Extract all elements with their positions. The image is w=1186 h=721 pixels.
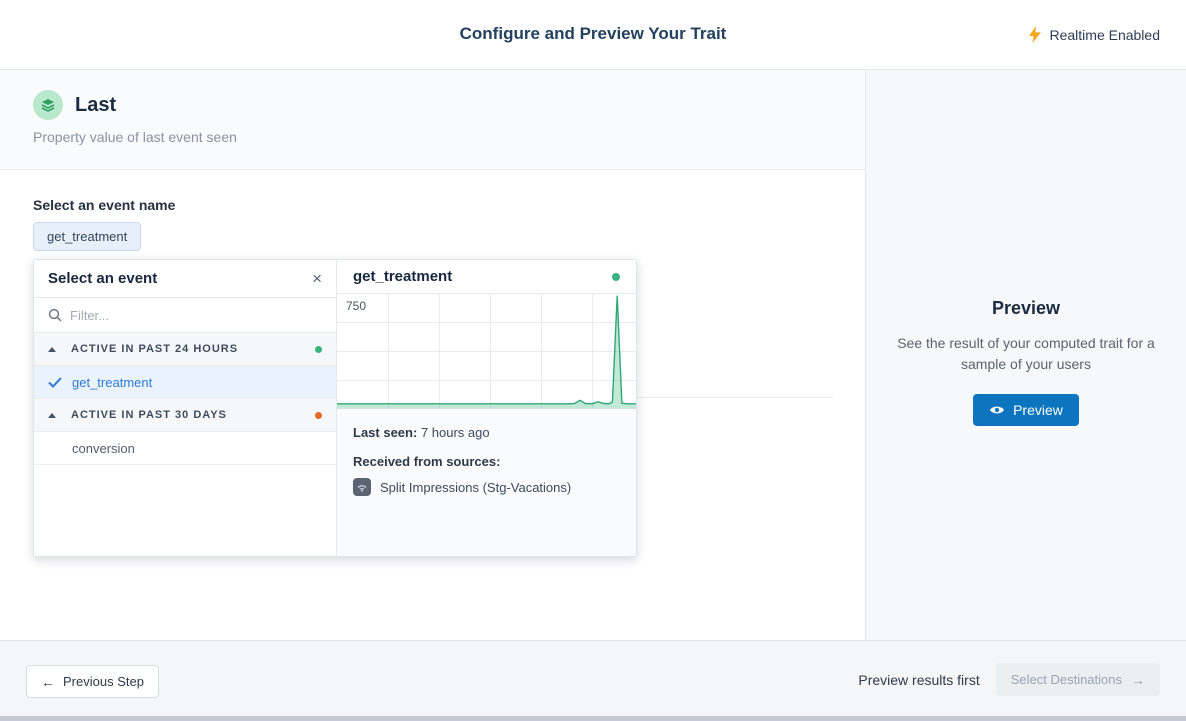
chart-area-fill [337, 295, 636, 409]
page-title: Configure and Preview Your Trait [459, 24, 727, 43]
eye-icon [990, 406, 1005, 414]
footer-bar: ← Previous Step Preview results first Se… [0, 640, 1186, 716]
filter-row[interactable] [34, 298, 336, 333]
previous-step-label: Previous Step [63, 674, 144, 689]
app-header: Configure and Preview Your Trait Realtim… [0, 0, 1186, 70]
realtime-label: Realtime Enabled [1049, 26, 1160, 43]
previous-step-button[interactable]: ← Previous Step [26, 665, 159, 698]
preview-description: See the result of your computed trait fo… [897, 335, 1155, 372]
event-detail-info: Last seen: 7 hours ago Received from sou… [337, 409, 636, 556]
signal-icon [357, 485, 367, 492]
event-row-get-treatment[interactable]: get_treatment [34, 366, 336, 399]
select-destinations-button[interactable]: Select Destinations → [995, 663, 1160, 696]
event-select-label: Select an event name [33, 197, 176, 213]
background-divider [637, 397, 833, 398]
arrow-left-icon: ← [41, 673, 55, 690]
search-icon [48, 308, 62, 322]
main-panel: Last Property value of last event seen S… [0, 70, 865, 640]
last-seen-value: 7 hours ago [420, 425, 490, 440]
group-header-30d[interactable]: ACTIVE IN PAST 30 DAYS [34, 399, 336, 432]
event-list-panel: Select an event × ACTIVE IN PAST 24 HOUR… [34, 260, 337, 556]
group-header-24h[interactable]: ACTIVE IN PAST 24 HOURS [34, 333, 336, 366]
filter-input[interactable] [70, 307, 322, 323]
collapse-triangle-icon [48, 412, 56, 418]
collapse-triangle-icon [48, 346, 56, 352]
close-icon[interactable]: × [312, 269, 322, 288]
chart-y-max-label: 750 [338, 297, 375, 315]
preview-button[interactable]: Preview [973, 394, 1079, 426]
selected-event-chip[interactable]: get_treatment [33, 222, 142, 251]
group-label: ACTIVE IN PAST 30 DAYS [71, 409, 227, 421]
preview-title: Preview [991, 298, 1061, 318]
chart-grid [337, 293, 636, 409]
select-destinations-label: Select Destinations [1010, 672, 1122, 687]
event-row-label: conversion [72, 440, 135, 456]
lightning-bolt-icon [1029, 26, 1042, 43]
orange-status-dot [315, 411, 322, 419]
sources-label: Received from sources: [353, 454, 501, 469]
arrow-right-icon: → [1131, 671, 1145, 688]
source-row: Split Impressions (Stg-Vacations) [353, 478, 620, 496]
event-volume-chart: 750 [337, 293, 636, 409]
trait-type-icon [33, 90, 63, 120]
trait-name: Last [75, 93, 117, 116]
last-seen-label: Last seen: [353, 425, 418, 440]
trait-description: Property value of last event seen [33, 129, 237, 145]
check-icon [48, 376, 62, 388]
preview-sidebar: Preview See the result of your computed … [865, 70, 1186, 640]
trait-header: Last Property value of last event seen [0, 70, 865, 170]
event-select-popover: Select an event × ACTIVE IN PAST 24 HOUR… [33, 259, 637, 557]
event-row-label: get_treatment [72, 374, 153, 390]
popover-title: Select an event [48, 270, 158, 287]
group-label: ACTIVE IN PAST 24 HOURS [71, 343, 239, 355]
source-logo-icon [353, 478, 371, 496]
footer-hint: Preview results first [858, 671, 980, 688]
green-status-dot [315, 345, 322, 353]
detail-event-title: get_treatment [353, 268, 453, 285]
preview-button-label: Preview [1013, 402, 1063, 418]
chart-line [337, 295, 636, 405]
green-status-dot [612, 272, 620, 281]
window-bottom-edge [0, 716, 1186, 721]
source-name: Split Impressions (Stg-Vacations) [380, 479, 572, 495]
event-detail-panel: get_treatment 750 Last seen: 7 hours ago [337, 260, 636, 556]
layers-icon [41, 99, 55, 112]
realtime-status: Realtime Enabled [1028, 26, 1160, 43]
event-row-conversion[interactable]: conversion [34, 432, 336, 465]
event-volume-chart-svg [337, 293, 636, 409]
